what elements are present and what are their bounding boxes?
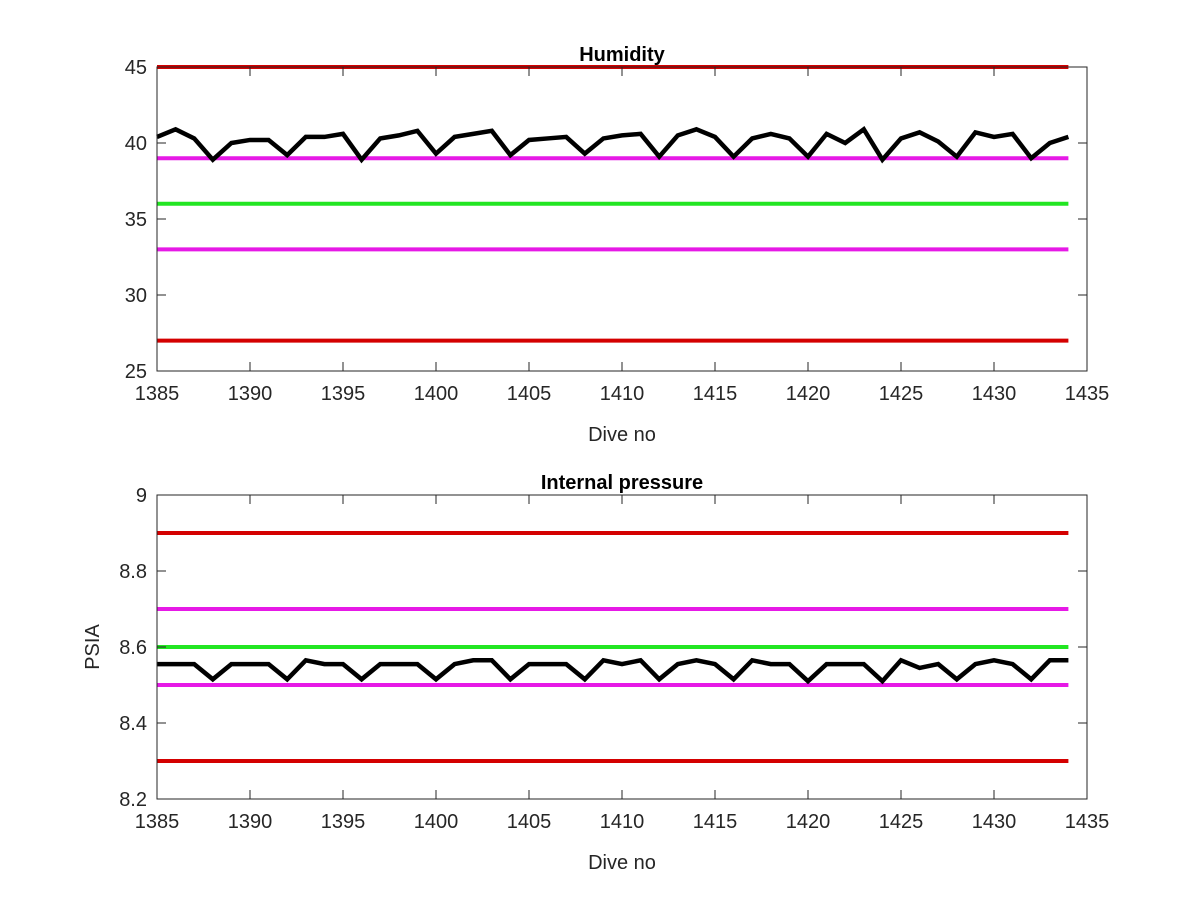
x-tick-label: 1425 xyxy=(879,383,924,405)
x-tick-label: 1415 xyxy=(693,383,738,405)
x-tick-label: 1420 xyxy=(786,811,831,833)
x-tick-label: 1405 xyxy=(507,383,552,405)
y-tick-label: 25 xyxy=(125,361,147,383)
x-tick-label: 1400 xyxy=(414,383,459,405)
chart-title-internal-pressure: Internal pressure xyxy=(541,472,703,494)
series-line-measurement xyxy=(157,657,1069,685)
y-tick-label: 8.8 xyxy=(119,561,147,583)
x-tick-label: 1395 xyxy=(321,811,366,833)
y-tick-label: 8.6 xyxy=(119,637,147,659)
y-axis-label: PSIA xyxy=(82,624,104,670)
x-tick-label: 1385 xyxy=(135,383,180,405)
y-tick-label: 45 xyxy=(125,57,147,79)
x-tick-label: 1390 xyxy=(228,383,273,405)
x-tick-label: 1430 xyxy=(972,811,1017,833)
y-tick-label: 40 xyxy=(125,133,147,155)
humidity-subplot: 1385 1390 1395 1400 1405 1410 1415 1420 1425 1430… xyxy=(125,44,1110,446)
series-line-measurement xyxy=(156,126,1070,164)
chart-title-humidity: Humidity xyxy=(579,44,665,66)
x-tick-label: 1425 xyxy=(879,811,924,833)
y-tick-label: 35 xyxy=(125,209,147,231)
y-tick-label: 8.4 xyxy=(119,713,147,735)
x-tick-label: 1395 xyxy=(321,383,366,405)
x-tick-label: 1405 xyxy=(507,811,552,833)
x-axis-label: Dive no xyxy=(588,424,656,446)
x-tick-label: 1430 xyxy=(972,383,1017,405)
x-tick-label: 1400 xyxy=(414,811,459,833)
x-tick-label: 1410 xyxy=(600,383,645,405)
internal-pressure-subplot: 1385 1390 1395 1400 1405 1410 1415 1420 1425 1430… xyxy=(82,472,1109,874)
plot-area xyxy=(157,67,1087,371)
x-tick-label: 1390 xyxy=(228,811,273,833)
x-tick-label: 1415 xyxy=(693,811,738,833)
y-tick-label: 30 xyxy=(125,285,147,307)
x-tick-label: 1435 xyxy=(1065,811,1110,833)
x-axis-label: Dive no xyxy=(588,852,656,874)
x-tick-label: 1435 xyxy=(1065,383,1110,405)
x-tick-label: 1420 xyxy=(786,383,831,405)
x-tick-label: 1410 xyxy=(600,811,645,833)
y-tick-label: 8.2 xyxy=(119,789,147,811)
y-tick-label: 9 xyxy=(136,485,147,507)
x-tick-label: 1385 xyxy=(135,811,180,833)
